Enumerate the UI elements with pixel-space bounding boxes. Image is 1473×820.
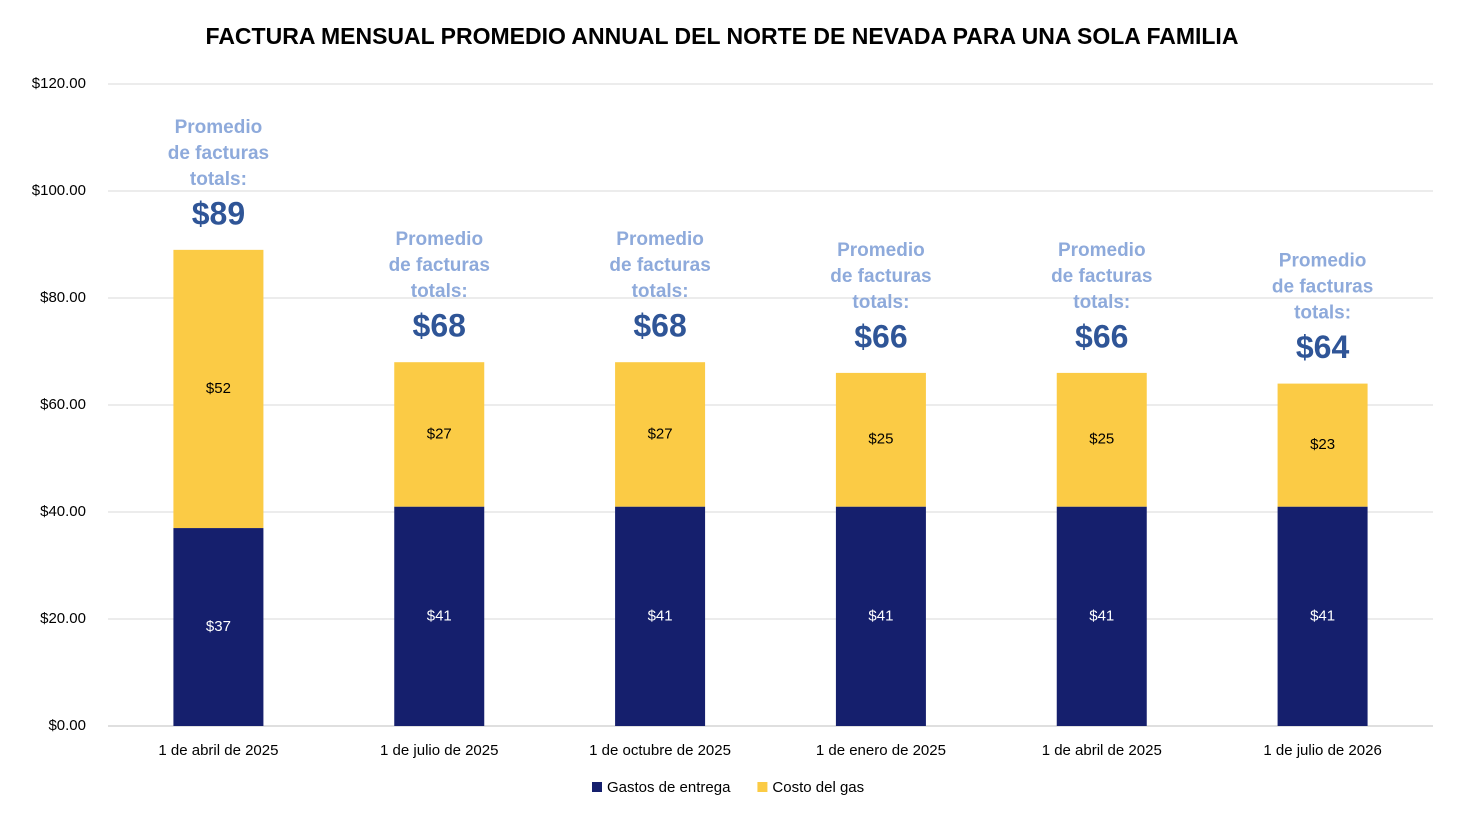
annotation-line: totals: bbox=[1073, 292, 1130, 313]
x-tick-label: 1 de abril de 2025 bbox=[158, 742, 278, 759]
annotation-line: Promedio bbox=[616, 229, 704, 250]
bar-segment bbox=[1056, 506, 1147, 726]
y-tick-label: $80.00 bbox=[40, 289, 86, 306]
legend-swatch bbox=[592, 782, 602, 792]
legend-label: Gastos de entrega bbox=[607, 779, 731, 796]
y-tick-label: $40.00 bbox=[40, 503, 86, 520]
annotation-line: Promedio bbox=[175, 117, 263, 138]
x-tick-label: 1 de julio de 2026 bbox=[1263, 742, 1381, 759]
annotation-total: $64 bbox=[1296, 329, 1350, 365]
annotation-line: Promedio bbox=[1058, 240, 1146, 261]
annotation-line: de facturas bbox=[609, 255, 710, 276]
y-tick-label: $100.00 bbox=[32, 182, 86, 199]
annotation-total: $89 bbox=[192, 195, 245, 231]
bar-segment bbox=[394, 506, 485, 726]
annotation-line: totals: bbox=[1294, 303, 1351, 324]
bar-segment bbox=[835, 372, 926, 507]
data-label: $41 bbox=[1089, 607, 1114, 624]
data-label: $25 bbox=[868, 431, 893, 448]
bar-segment bbox=[615, 506, 706, 726]
legend-swatch bbox=[757, 782, 768, 792]
annotation-line: totals: bbox=[411, 281, 468, 302]
bar-segment bbox=[835, 506, 926, 726]
bar-segment bbox=[1277, 383, 1368, 507]
annotation-line: totals: bbox=[632, 281, 689, 302]
annotation-line: Promedio bbox=[395, 229, 483, 250]
x-tick-label: 1 de abril de 2025 bbox=[1042, 742, 1162, 759]
data-label: $25 bbox=[1089, 431, 1114, 448]
bar-segment bbox=[1056, 372, 1147, 507]
data-label: $27 bbox=[648, 425, 673, 442]
data-label: $27 bbox=[427, 425, 452, 442]
annotation-total: $68 bbox=[633, 308, 686, 344]
legend-label: Costo del gas bbox=[772, 779, 864, 796]
x-tick-label: 1 de julio de 2025 bbox=[380, 742, 498, 759]
data-label: $37 bbox=[206, 618, 231, 635]
data-label: $41 bbox=[868, 607, 893, 624]
x-tick-label: 1 de octubre de 2025 bbox=[589, 742, 731, 759]
data-label: $52 bbox=[206, 380, 231, 397]
annotation-line: de facturas bbox=[1051, 266, 1152, 287]
y-tick-label: $20.00 bbox=[40, 610, 86, 627]
annotation-line: Promedio bbox=[837, 240, 925, 261]
data-label: $41 bbox=[1310, 607, 1335, 624]
bar-segment bbox=[615, 362, 706, 507]
bar-segment bbox=[394, 362, 485, 507]
data-label: $41 bbox=[648, 607, 673, 624]
data-label: $23 bbox=[1310, 436, 1335, 453]
annotation-line: de facturas bbox=[389, 255, 490, 276]
annotation-total: $66 bbox=[1075, 318, 1128, 354]
annotation-line: totals: bbox=[852, 292, 909, 313]
bar-segment bbox=[173, 528, 264, 726]
bar-segment bbox=[1277, 506, 1368, 726]
annotation-line: Promedio bbox=[1279, 251, 1367, 272]
annotation-line: totals: bbox=[190, 169, 247, 190]
y-tick-label: $60.00 bbox=[40, 396, 86, 413]
annotation-line: de facturas bbox=[168, 143, 269, 164]
bar-segment bbox=[173, 249, 264, 529]
y-tick-label: $120.00 bbox=[32, 75, 86, 92]
annotation-line: de facturas bbox=[1272, 277, 1373, 298]
y-tick-label: $0.00 bbox=[48, 717, 86, 734]
annotation-total: $66 bbox=[854, 318, 907, 354]
annotation-line: de facturas bbox=[830, 266, 931, 287]
data-label: $41 bbox=[427, 607, 452, 624]
x-tick-label: 1 de enero de 2025 bbox=[816, 742, 946, 759]
chart-title: FACTURA MENSUAL PROMEDIO ANNUAL DEL NORT… bbox=[206, 23, 1239, 49]
annotation-total: $68 bbox=[413, 308, 466, 344]
